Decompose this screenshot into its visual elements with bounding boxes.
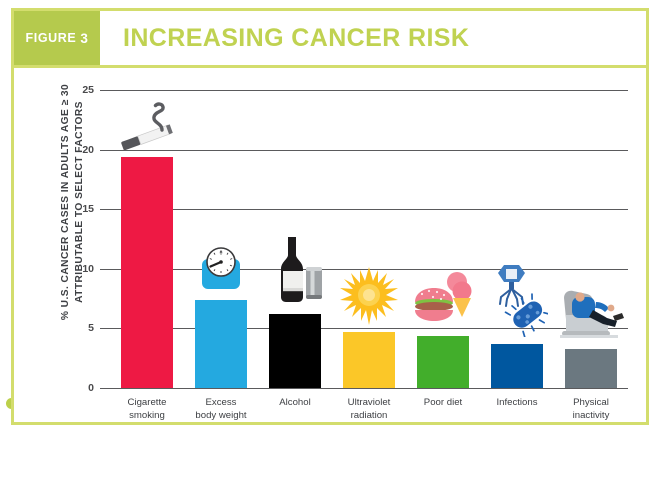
page-title: INCREASING CANCER RISK	[123, 23, 470, 52]
chart-area: % U.S. CANCER CASES IN ADULTS AGE ≥ 30 A…	[14, 68, 646, 422]
x-tick-label: Poor diet	[424, 397, 462, 410]
bar[interactable]	[121, 102, 173, 388]
y-tick-mark	[100, 328, 110, 330]
y-tick-mark	[100, 90, 110, 91]
sun-icon	[340, 266, 398, 330]
bar[interactable]: 0	[195, 246, 247, 388]
x-tick-label-line1: Excess	[205, 397, 237, 408]
x-tick-label-line1: Cigarette	[127, 397, 167, 408]
x-tick-label-line1: Poor diet	[423, 397, 463, 408]
y-tick-label: 5	[88, 322, 94, 335]
figure-header: FIGURE 3 INCREASING CANCER RISK	[14, 11, 646, 68]
x-tick-label-line1: Infections	[496, 397, 538, 408]
bathroom-scale-icon: 0	[197, 245, 245, 298]
bar[interactable]	[560, 290, 624, 388]
y-tick-label: 0	[88, 382, 94, 394]
y-tick-mark	[100, 388, 110, 389]
gridline	[110, 149, 628, 151]
bar[interactable]	[491, 264, 550, 388]
x-tick-label-line2: radiation	[350, 409, 388, 421]
gridline	[110, 328, 628, 330]
cigarette-icon	[117, 100, 177, 155]
x-tick-label: Alcohol	[279, 397, 310, 410]
bar[interactable]	[340, 266, 398, 388]
y-tick-mark	[100, 149, 110, 151]
bar-group: Physical inactivity	[554, 90, 628, 421]
y-tick-label: 15	[82, 203, 94, 216]
figure-badge: FIGURE 3	[14, 11, 100, 65]
bar[interactable]	[269, 237, 322, 388]
y-tick-mark	[100, 268, 110, 270]
virus-and-bacteria-icon	[486, 259, 550, 342]
figure-badge-number: 3	[80, 30, 89, 46]
x-tick-label: Infections	[496, 397, 537, 410]
x-tick-label-line2: body weight	[195, 409, 247, 421]
bar-group: Infections	[480, 90, 554, 408]
x-tick-label: Physical inactivity	[573, 397, 610, 422]
gridline	[110, 209, 628, 211]
bar-group: Poor diet	[406, 90, 480, 408]
y-tick-label: 10	[82, 262, 94, 275]
x-tick-label-line2: inactivity	[572, 409, 610, 421]
y-axis-title-line1: % U.S. CANCER CASES IN ADULTS AGE ≥ 30	[60, 83, 71, 321]
wine-bottle-and-can-icon	[266, 233, 324, 312]
y-tick-mark	[100, 209, 110, 211]
bar-group: Alcohol	[258, 90, 332, 408]
bar-group: 0 Excess body weight	[184, 90, 258, 421]
x-tick-label-line1: Alcohol	[279, 397, 311, 408]
y-axis-title: % U.S. CANCER CASES IN ADULTS AGE ≥ 30 A…	[59, 57, 87, 347]
figure-title-container: INCREASING CANCER RISK	[100, 11, 646, 65]
bar-group: Ultraviolet radiation	[332, 90, 406, 421]
figure-badge-word: FIGURE	[25, 31, 77, 45]
gridline	[110, 90, 628, 91]
x-tick-label: Ultraviolet radiation	[348, 397, 391, 422]
bar[interactable]	[415, 271, 472, 388]
gridline	[110, 388, 628, 389]
x-tick-label: Cigarette smoking	[128, 397, 167, 422]
y-tick-label: 20	[82, 143, 94, 156]
plot-region: 0 5 10 15 20 25 Cigarette smoking 0	[82, 84, 628, 421]
x-tick-label-line2: smoking	[129, 409, 165, 421]
bar-group: Cigarette smoking	[110, 90, 184, 421]
svg-text:0: 0	[220, 250, 223, 256]
person-in-recliner-icon	[558, 288, 624, 347]
x-tick-label: Excess body weight	[195, 397, 246, 422]
burger-and-ice-cream-icon	[412, 269, 474, 334]
x-tick-label-line1: Ultraviolet	[347, 397, 391, 408]
y-tick-label: 25	[82, 84, 94, 96]
x-tick-label-line1: Physical	[573, 397, 609, 408]
figure-panel: FIGURE 3 INCREASING CANCER RISK % U.S. CA…	[11, 8, 649, 425]
